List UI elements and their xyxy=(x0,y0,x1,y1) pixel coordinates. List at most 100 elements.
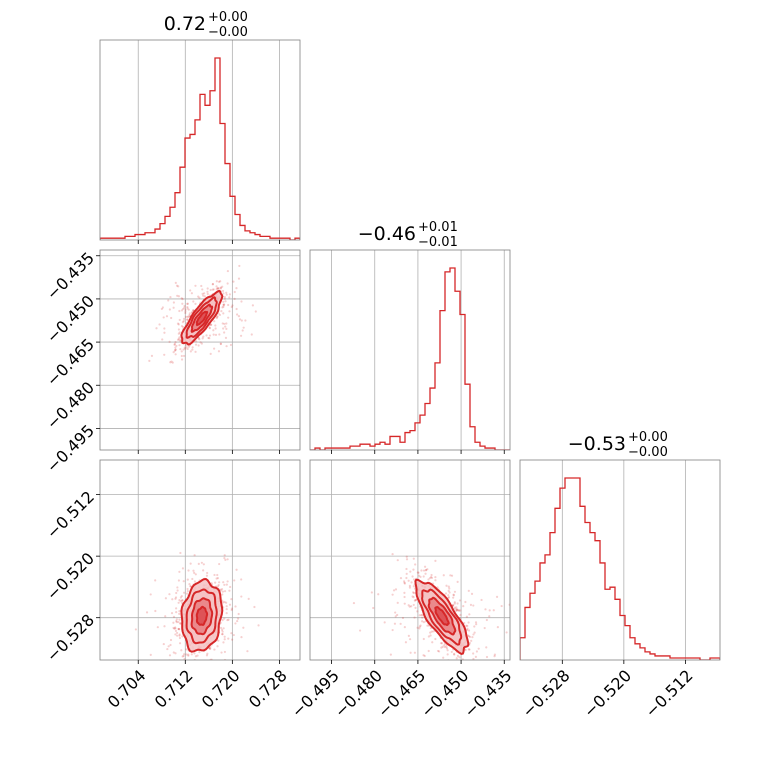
sample-point xyxy=(205,574,209,577)
sample-point xyxy=(455,609,458,612)
sample-point xyxy=(452,593,455,596)
sample-point xyxy=(227,303,230,307)
sample-point xyxy=(474,621,478,624)
sample-point xyxy=(418,627,421,630)
sample-point xyxy=(202,294,205,297)
sample-point xyxy=(462,605,465,608)
sample-point xyxy=(177,337,180,340)
sample-point xyxy=(393,622,397,625)
sample-point xyxy=(216,577,220,580)
sample-point xyxy=(405,555,408,558)
sample-point xyxy=(422,621,426,624)
sample-point xyxy=(216,316,219,319)
sample-point xyxy=(205,654,209,657)
sample-point xyxy=(197,562,200,565)
sample-point xyxy=(178,628,181,631)
sample-point xyxy=(170,316,173,320)
sample-point xyxy=(213,347,216,350)
sample-point xyxy=(410,581,413,584)
sample-point xyxy=(383,621,386,624)
sample-point xyxy=(458,599,462,602)
sample-point xyxy=(217,639,220,642)
sample-point xyxy=(403,602,406,605)
sample-point xyxy=(432,630,435,633)
sample-point xyxy=(422,575,425,578)
sample-point xyxy=(150,354,154,357)
sample-point xyxy=(445,660,447,662)
sample-point xyxy=(174,346,177,349)
sample-point xyxy=(178,618,181,621)
panel-frame-2-0 xyxy=(99,459,301,661)
sample-point xyxy=(223,650,227,654)
sample-point xyxy=(206,292,209,296)
sample-point xyxy=(173,627,176,630)
sample-point xyxy=(242,326,245,329)
sample-point xyxy=(213,648,216,651)
sample-point xyxy=(202,335,205,338)
sample-point xyxy=(391,593,394,596)
sample-point xyxy=(209,647,212,650)
sample-point xyxy=(225,605,228,608)
sample-point xyxy=(396,613,399,617)
sample-point xyxy=(182,348,185,351)
sample-point xyxy=(180,325,184,328)
sample-point xyxy=(221,306,224,309)
panel-frame-1-0 xyxy=(99,249,301,451)
sample-point xyxy=(237,612,240,616)
sample-point xyxy=(222,304,225,307)
sample-point xyxy=(171,361,174,364)
sample-point xyxy=(408,638,412,641)
sample-point xyxy=(412,603,415,607)
sample-point xyxy=(179,622,182,625)
sample-point xyxy=(439,642,443,645)
sample-point xyxy=(214,662,216,664)
sample-point xyxy=(178,344,181,347)
sample-point xyxy=(190,653,193,656)
sample-point xyxy=(215,288,218,291)
sample-point xyxy=(191,346,194,349)
sample-point xyxy=(197,344,200,347)
sample-point xyxy=(190,311,193,314)
sample-point xyxy=(237,277,241,280)
sample-point xyxy=(447,589,450,592)
sample-point xyxy=(474,663,476,665)
sample-point xyxy=(176,634,179,637)
param-title-upper-error: +0.00 xyxy=(628,430,668,445)
sample-point xyxy=(175,618,178,621)
sample-point xyxy=(467,629,471,632)
sample-point xyxy=(240,300,243,303)
sample-point xyxy=(155,327,158,330)
sample-point xyxy=(209,288,212,292)
sample-point xyxy=(442,656,445,659)
sample-point xyxy=(241,329,244,332)
sample-point xyxy=(403,591,406,595)
sample-point xyxy=(199,341,202,344)
sample-point xyxy=(214,581,217,584)
sample-point xyxy=(187,653,190,656)
sample-point xyxy=(184,315,187,318)
sample-point xyxy=(177,627,180,631)
sample-point xyxy=(216,287,220,290)
sample-point xyxy=(173,343,176,346)
sample-point xyxy=(445,645,448,648)
sample-point xyxy=(493,655,496,658)
sample-point xyxy=(414,599,417,602)
sample-point xyxy=(226,618,229,622)
panel-frame-1-1 xyxy=(309,249,511,451)
sample-point xyxy=(218,313,222,317)
sample-point xyxy=(223,600,226,604)
sample-point xyxy=(465,615,468,618)
sample-point xyxy=(160,307,163,311)
sample-point xyxy=(412,557,415,560)
sample-point xyxy=(219,286,222,289)
sample-point xyxy=(183,657,186,660)
sample-point xyxy=(484,608,487,611)
sample-point xyxy=(407,604,410,607)
sample-point xyxy=(200,561,203,564)
sample-point xyxy=(154,579,157,582)
sample-point xyxy=(167,645,170,648)
sample-point xyxy=(229,585,232,589)
sample-point xyxy=(418,614,421,617)
sample-point xyxy=(233,297,236,300)
sample-point xyxy=(223,638,226,641)
